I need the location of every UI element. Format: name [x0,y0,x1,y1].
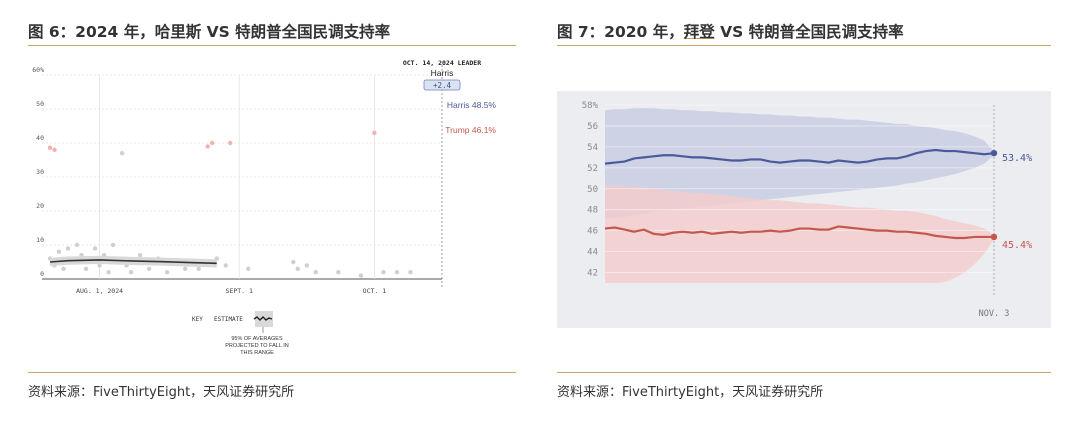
chart-2024-axes: 60% 50 40 30 20 10 0 AUG. 1, 2024 SEPT. 1 OCT. 1 [32,66,386,295]
leader-margin-label: +2.4 [433,81,452,90]
other-poll-point [408,270,413,275]
chart-2024-key: KEY ESTIMATE 95% OF AVERAGES PROJECTED T… [192,311,289,356]
y-tick-label: 40 [36,134,44,142]
figure-6-source: 资料来源：FiveThirtyEight，天风证券研究所 [28,385,295,400]
key-estimate-line [253,316,273,321]
chart-2020-grid: 58% 56 54 52 50 48 46 44 42 NOV. 3 [582,101,1010,319]
y-tick-label: 0 [40,270,44,278]
other-poll-point [65,246,71,251]
other-poll-point [304,263,310,268]
figure-6-source-rule [28,372,516,373]
key-range-swatch [255,311,273,327]
figure-7-title-part-a: 图 7：2020 年， [557,23,684,41]
other-poll-point [97,263,102,268]
leader-date-label: OCT. 14, 2024 LEADER [403,59,481,67]
x-tick-label: NOV. 3 [979,309,1010,319]
other-poll-point [313,270,319,275]
leader-margin-box [423,79,461,91]
other-poll-point [146,266,152,271]
y-tick-label: 42 [587,269,598,279]
figure-7-panel: 图 7：2020 年，拜登 VS 特朗普全国民调支持率 58% 56 54 52 50 4… [545,0,1091,435]
y-tick-label: 46 [587,227,598,237]
other-poll-point [92,246,98,251]
figure-7-title-part-c: VS 特朗普全国民调支持率 [714,23,904,41]
trump-poll-point [52,147,57,152]
other-poll-point [381,270,386,275]
figure-7-source-rule [557,372,1051,373]
chart-2020-labels: 53.4% 45.4% [1002,153,1032,251]
other-estimate-line [49,259,217,265]
trump-poll-point [372,130,377,135]
y-tick-label: 30 [36,168,44,176]
trump-poll-point [205,144,210,149]
other-poll-point [336,270,341,275]
y-tick-label: 50 [587,185,598,195]
y-tick-label: 10 [36,236,44,244]
other-poll-point [137,253,143,258]
other-poll-point [182,266,188,271]
trump-2020-line [604,225,994,240]
other-poll-point [246,266,251,271]
other-poll-point [128,270,134,275]
y-tick-label: 60% [32,66,44,74]
x-tick-label: AUG. 1, 2024 [76,287,123,295]
figure-7-source: 资料来源：FiveThirtyEight，天风证券研究所 [557,385,824,400]
key-range-note-2: PROJECTED TO FALL IN [225,343,288,349]
key-range-note-3: THIS RANGE [240,350,274,356]
trump-2020-end-dot [990,233,998,241]
trump-poll-point [210,140,215,146]
figure-7-title-rule [557,45,1051,46]
other-poll-point [56,249,62,254]
other-poll-point [164,270,170,275]
other-poll-point [295,266,301,271]
x-tick-label: SEPT. 1 [226,287,253,295]
chart-2024-labels: OCT. 14, 2024 LEADER Harris +2.4 Harris … [403,59,497,135]
chart-2020-lines [604,148,998,241]
other-poll-point [291,259,296,265]
figure-6-title: 图 6：2024 年，哈里斯 VS 特朗普全国民调支持率 [28,23,391,41]
key-range-note-1: 95% OF AVERAGES [231,336,283,342]
key-estimate-label: ESTIMATE [214,316,243,323]
y-tick-label: 50 [36,100,44,108]
harris-end-label: Harris 48.5% [447,100,497,110]
y-tick-label: 52 [587,164,598,174]
y-tick-label: 54 [587,143,598,153]
trump-2020-end-label: 45.4% [1002,240,1032,251]
biden-uncertainty-band [605,108,994,219]
trump-poll-point [228,140,233,146]
other-poll-point [74,242,80,248]
chart-2020-polls: 58% 56 54 52 50 48 46 44 42 NOV. 3 53.4% 45.4% [557,91,1051,328]
other-poll-point [394,270,400,275]
biden-end-dot [990,149,998,157]
y-tick-label: 48 [587,206,598,216]
figure-7-title: 图 7：2020 年，拜登 VS 特朗普全国民调支持率 [557,20,904,42]
other-poll-point [83,266,89,271]
x-tick-label: OCT. 1 [363,287,387,295]
chart-2024-grid [42,65,443,289]
y-tick-label: 58% [582,101,599,111]
chart-2024-points [47,130,413,278]
y-tick-label: 44 [587,248,598,258]
other-poll-point [106,270,111,275]
y-tick-label: 56 [587,122,598,132]
trump-poll-point [47,145,53,150]
figure-6-title-rule [28,45,516,46]
other-poll-point [358,273,364,278]
y-tick-label: 20 [36,202,44,210]
other-poll-point [119,151,125,156]
key-label: KEY [192,316,203,323]
leader-name-label: Harris [431,68,454,78]
other-poll-point [196,266,201,271]
other-poll-point [110,242,116,248]
trump-end-label: Trump 46.1% [445,125,496,135]
figure-6-panel: 图 6：2024 年，哈里斯 VS 特朗普全国民调支持率 60% 50 40 30 20… [0,0,545,435]
figure-7-title-part-b: 拜登 [683,23,715,41]
biden-end-label: 53.4% [1002,153,1032,164]
other-poll-point [61,266,66,271]
biden-line [604,148,995,165]
other-poll-point [223,263,228,268]
